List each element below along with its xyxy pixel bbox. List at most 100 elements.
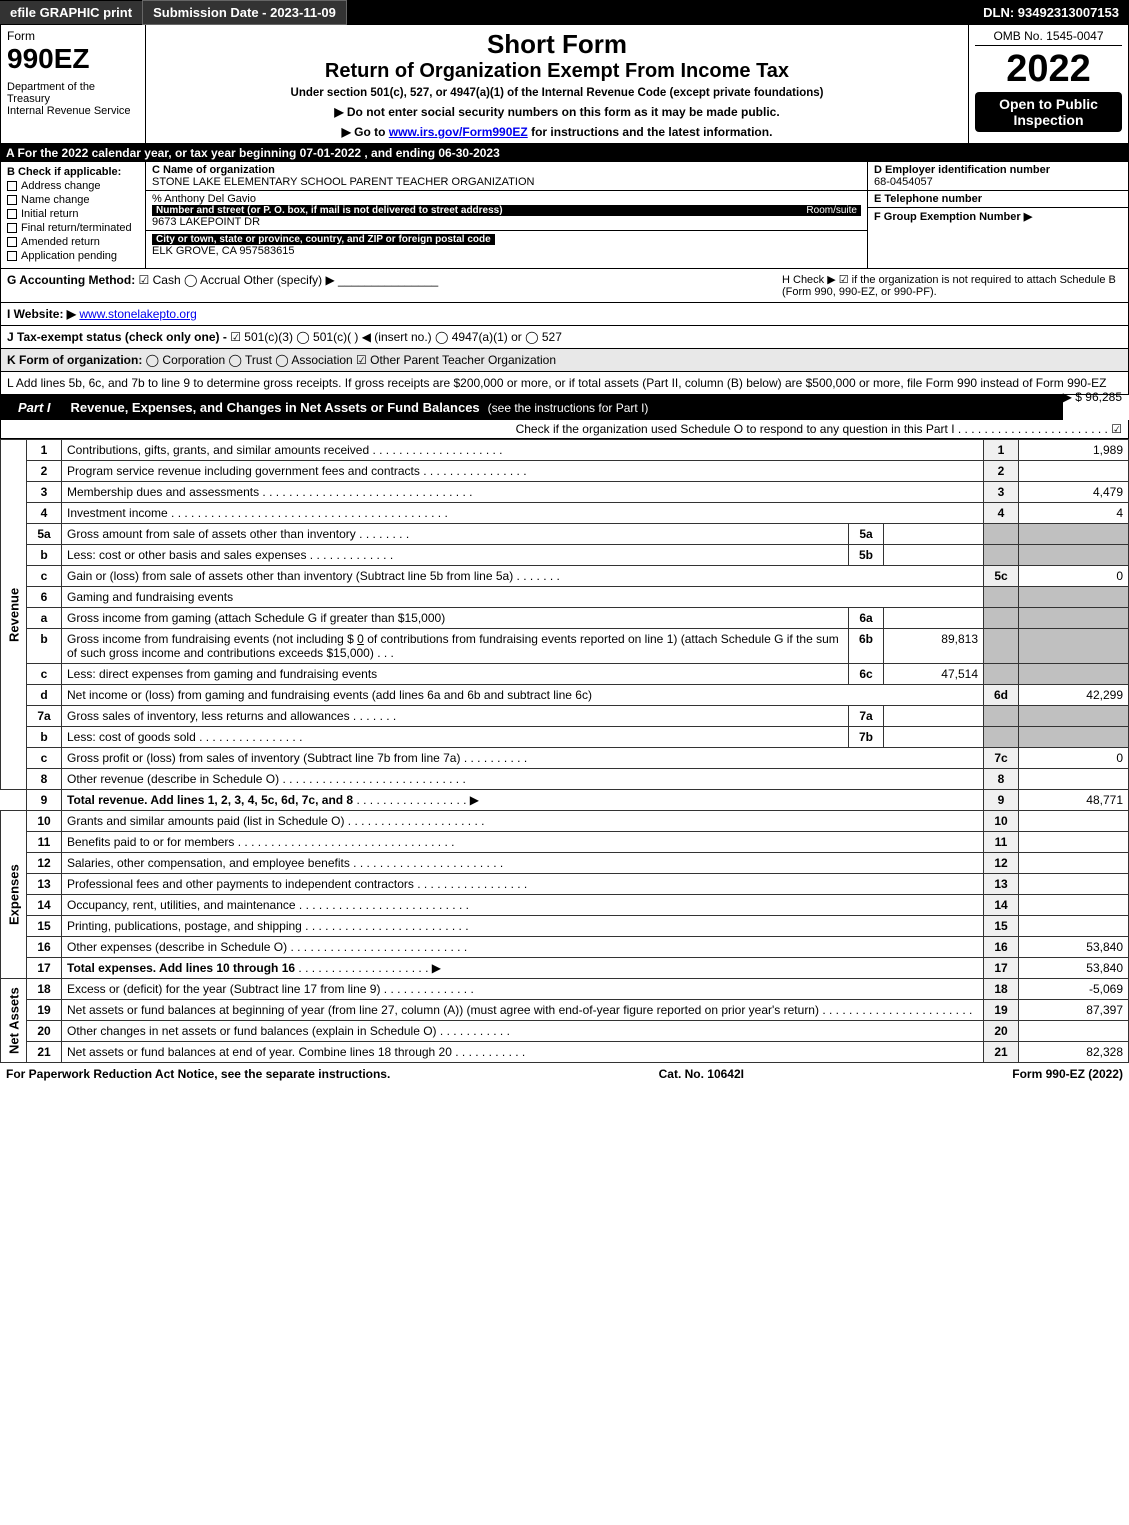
- part-i-header: Part I Revenue, Expenses, and Changes in…: [0, 395, 1063, 420]
- line-5b-num: b: [27, 545, 62, 566]
- line-6a-innernum: 6a: [849, 608, 884, 629]
- line-15-desc: Printing, publications, postage, and shi…: [67, 919, 302, 933]
- line-5a-num: 5a: [27, 524, 62, 545]
- line-8-amount: [1019, 769, 1129, 790]
- line-15-num: 15: [27, 916, 62, 937]
- line-7c-desc: Gross profit or (loss) from sales of inv…: [67, 751, 460, 765]
- line-16-box: 16: [984, 937, 1019, 958]
- website-link[interactable]: www.stonelakepto.org: [79, 307, 196, 321]
- efile-label[interactable]: efile GRAPHIC print: [10, 5, 132, 20]
- line-11-amount: [1019, 832, 1129, 853]
- line-21-box: 21: [984, 1042, 1019, 1063]
- sections-bcdef: B Check if applicable: Address change Na…: [0, 162, 1129, 269]
- line-5c-desc: Gain or (loss) from sale of assets other…: [67, 569, 513, 583]
- form-of-org-label: K Form of organization:: [7, 353, 142, 367]
- line-6c-desc: Less: direct expenses from gaming and fu…: [67, 667, 377, 681]
- form-of-org-options[interactable]: ◯ Corporation ◯ Trust ◯ Association ☑ Ot…: [146, 353, 556, 367]
- line-1-num: 1: [27, 440, 62, 461]
- line-13-box: 13: [984, 874, 1019, 895]
- line-5b-inneramount: [884, 545, 984, 566]
- group-exemption-label: F Group Exemption Number ▶: [874, 211, 1032, 223]
- line-18-desc: Excess or (deficit) for the year (Subtra…: [67, 982, 380, 996]
- expenses-section-label: Expenses: [1, 811, 27, 979]
- department-text: Department of the Treasury Internal Reve…: [7, 81, 139, 117]
- line-19-box: 19: [984, 1000, 1019, 1021]
- line-6b-inneramount: 89,813: [884, 629, 984, 664]
- checkbox-final-return[interactable]: Final return/terminated: [7, 222, 139, 234]
- section-a: A For the 2022 calendar year, or tax yea…: [0, 144, 1129, 162]
- line-5a-desc: Gross amount from sale of assets other t…: [67, 527, 356, 541]
- header-right: OMB No. 1545-0047 2022 Open to Public In…: [968, 25, 1128, 143]
- omb-number: OMB No. 1545-0047: [975, 29, 1122, 46]
- line-4-amount: 4: [1019, 503, 1129, 524]
- line-8-num: 8: [27, 769, 62, 790]
- line-21-num: 21: [27, 1042, 62, 1063]
- cash-option[interactable]: ☑ Cash: [139, 273, 181, 287]
- checkbox-address-change[interactable]: Address change: [7, 180, 139, 192]
- line-15-amount: [1019, 916, 1129, 937]
- section-l: L Add lines 5b, 6c, and 7b to line 9 to …: [0, 372, 1129, 395]
- line-6a-inneramount: [884, 608, 984, 629]
- ein-value: 68-0454057: [874, 176, 1122, 188]
- section-b: B Check if applicable: Address change Na…: [1, 162, 146, 268]
- line-21-desc: Net assets or fund balances at end of ye…: [67, 1045, 452, 1059]
- line-7b-num: b: [27, 727, 62, 748]
- line-7a-innernum: 7a: [849, 706, 884, 727]
- line-2-box: 2: [984, 461, 1019, 482]
- line-5c-box: 5c: [984, 566, 1019, 587]
- line-7a-inneramount: [884, 706, 984, 727]
- line-10-num: 10: [27, 811, 62, 832]
- line-11-box: 11: [984, 832, 1019, 853]
- line-9-desc: Total revenue. Add lines 1, 2, 3, 4, 5c,…: [67, 793, 353, 807]
- footer-left: For Paperwork Reduction Act Notice, see …: [6, 1067, 390, 1081]
- footer-right: Form 990-EZ (2022): [1012, 1067, 1123, 1081]
- part-i-label: Part I: [8, 398, 61, 417]
- line-7b-innernum: 7b: [849, 727, 884, 748]
- line-1-amount: 1,989: [1019, 440, 1129, 461]
- line-6b-num: b: [27, 629, 62, 664]
- tax-exempt-options[interactable]: ☑ 501(c)(3) ◯ 501(c)( ) ◀ (insert no.) ◯…: [230, 330, 562, 344]
- checkbox-amended-return[interactable]: Amended return: [7, 236, 139, 248]
- accrual-option[interactable]: ◯ Accrual: [184, 273, 240, 287]
- checkbox-name-change[interactable]: Name change: [7, 194, 139, 206]
- tax-year: 2022: [975, 50, 1122, 88]
- line-7a-box-shaded: [984, 706, 1019, 727]
- revenue-section-label: Revenue: [1, 440, 27, 790]
- line-6c-innernum: 6c: [849, 664, 884, 685]
- line-1-desc: Contributions, gifts, grants, and simila…: [67, 443, 369, 457]
- line-2-amount: [1019, 461, 1129, 482]
- part-i-check: Check if the organization used Schedule …: [0, 420, 1129, 439]
- line-7c-box: 7c: [984, 748, 1019, 769]
- line-6b-desc-amt: 0: [357, 632, 364, 646]
- line-7c-amount: 0: [1019, 748, 1129, 769]
- other-option[interactable]: Other (specify) ▶ _______________: [243, 273, 438, 287]
- line-18-num: 18: [27, 979, 62, 1000]
- line-14-desc: Occupancy, rent, utilities, and maintena…: [67, 898, 296, 912]
- line-16-num: 16: [27, 937, 62, 958]
- line-14-amount: [1019, 895, 1129, 916]
- checkbox-application-pending[interactable]: Application pending: [7, 250, 139, 262]
- line-9-box: 9: [984, 790, 1019, 811]
- page-footer: For Paperwork Reduction Act Notice, see …: [0, 1063, 1129, 1085]
- line-21-amount: 82,328: [1019, 1042, 1129, 1063]
- line-13-num: 13: [27, 874, 62, 895]
- section-gh: G Accounting Method: ☑ Cash ◯ Accrual Ot…: [0, 269, 1129, 303]
- line-12-box: 12: [984, 853, 1019, 874]
- line-10-amount: [1019, 811, 1129, 832]
- part-i-title: Revenue, Expenses, and Changes in Net As…: [71, 400, 480, 415]
- no-ssn-text: ▶ Do not enter social security numbers o…: [156, 105, 958, 119]
- line-6a-desc: Gross income from gaming (attach Schedul…: [67, 611, 445, 625]
- header-center: Short Form Return of Organization Exempt…: [146, 25, 968, 143]
- line-7b-amount-shaded: [1019, 727, 1129, 748]
- line-2-num: 2: [27, 461, 62, 482]
- line-4-desc: Investment income: [67, 506, 168, 520]
- org-name: STONE LAKE ELEMENTARY SCHOOL PARENT TEAC…: [152, 176, 861, 188]
- checkbox-initial-return[interactable]: Initial return: [7, 208, 139, 220]
- irs-link[interactable]: www.irs.gov/Form990EZ: [389, 125, 528, 139]
- under-section: Under section 501(c), 527, or 4947(a)(1)…: [156, 87, 958, 99]
- line-12-desc: Salaries, other compensation, and employ…: [67, 856, 350, 870]
- line-4-box: 4: [984, 503, 1019, 524]
- accounting-method-label: G Accounting Method:: [7, 273, 135, 287]
- part-i-subtitle: (see the instructions for Part I): [488, 401, 649, 415]
- line-6c-box-shaded: [984, 664, 1019, 685]
